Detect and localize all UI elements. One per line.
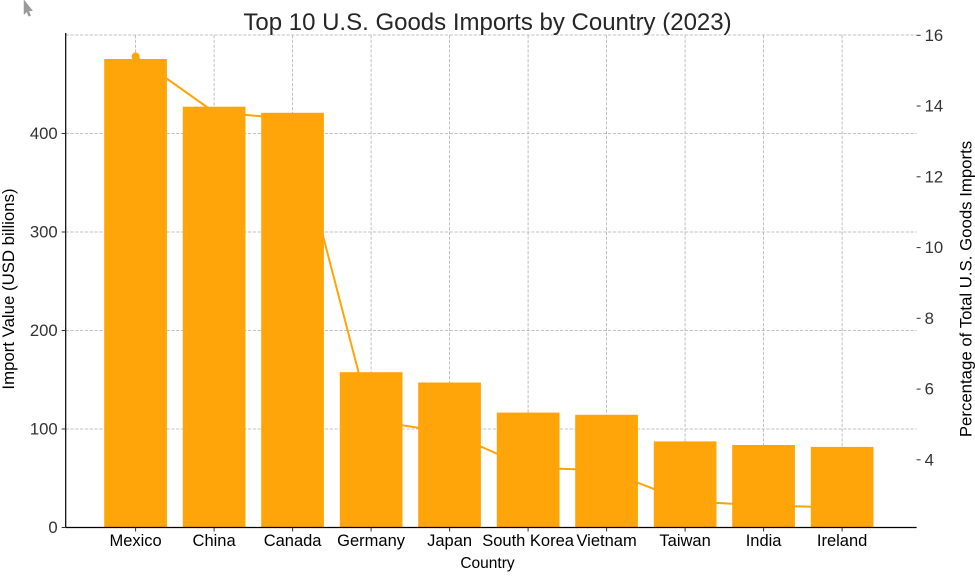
svg-text:Japan: Japan (427, 532, 472, 550)
svg-text:10: 10 (925, 238, 944, 257)
svg-text:12: 12 (925, 167, 944, 186)
svg-text:6: 6 (925, 380, 934, 399)
svg-text:India: India (746, 532, 783, 550)
svg-text:8: 8 (925, 309, 934, 328)
svg-text:Canada: Canada (264, 532, 323, 550)
svg-text:4: 4 (925, 450, 934, 469)
svg-text:400: 400 (30, 124, 58, 143)
svg-text:Taiwan: Taiwan (659, 532, 710, 550)
svg-text:Ireland: Ireland (817, 532, 867, 550)
svg-text:Germany: Germany (337, 532, 406, 550)
svg-text:0: 0 (48, 518, 57, 537)
svg-text:100: 100 (30, 420, 58, 439)
svg-text:Vietnam: Vietnam (576, 532, 636, 550)
svg-text:300: 300 (30, 223, 58, 242)
svg-text:14: 14 (925, 97, 944, 116)
svg-text:South Korea: South Korea (482, 532, 575, 550)
svg-text:Mexico: Mexico (109, 532, 161, 550)
svg-text:200: 200 (30, 321, 58, 340)
svg-text:China: China (193, 532, 237, 550)
